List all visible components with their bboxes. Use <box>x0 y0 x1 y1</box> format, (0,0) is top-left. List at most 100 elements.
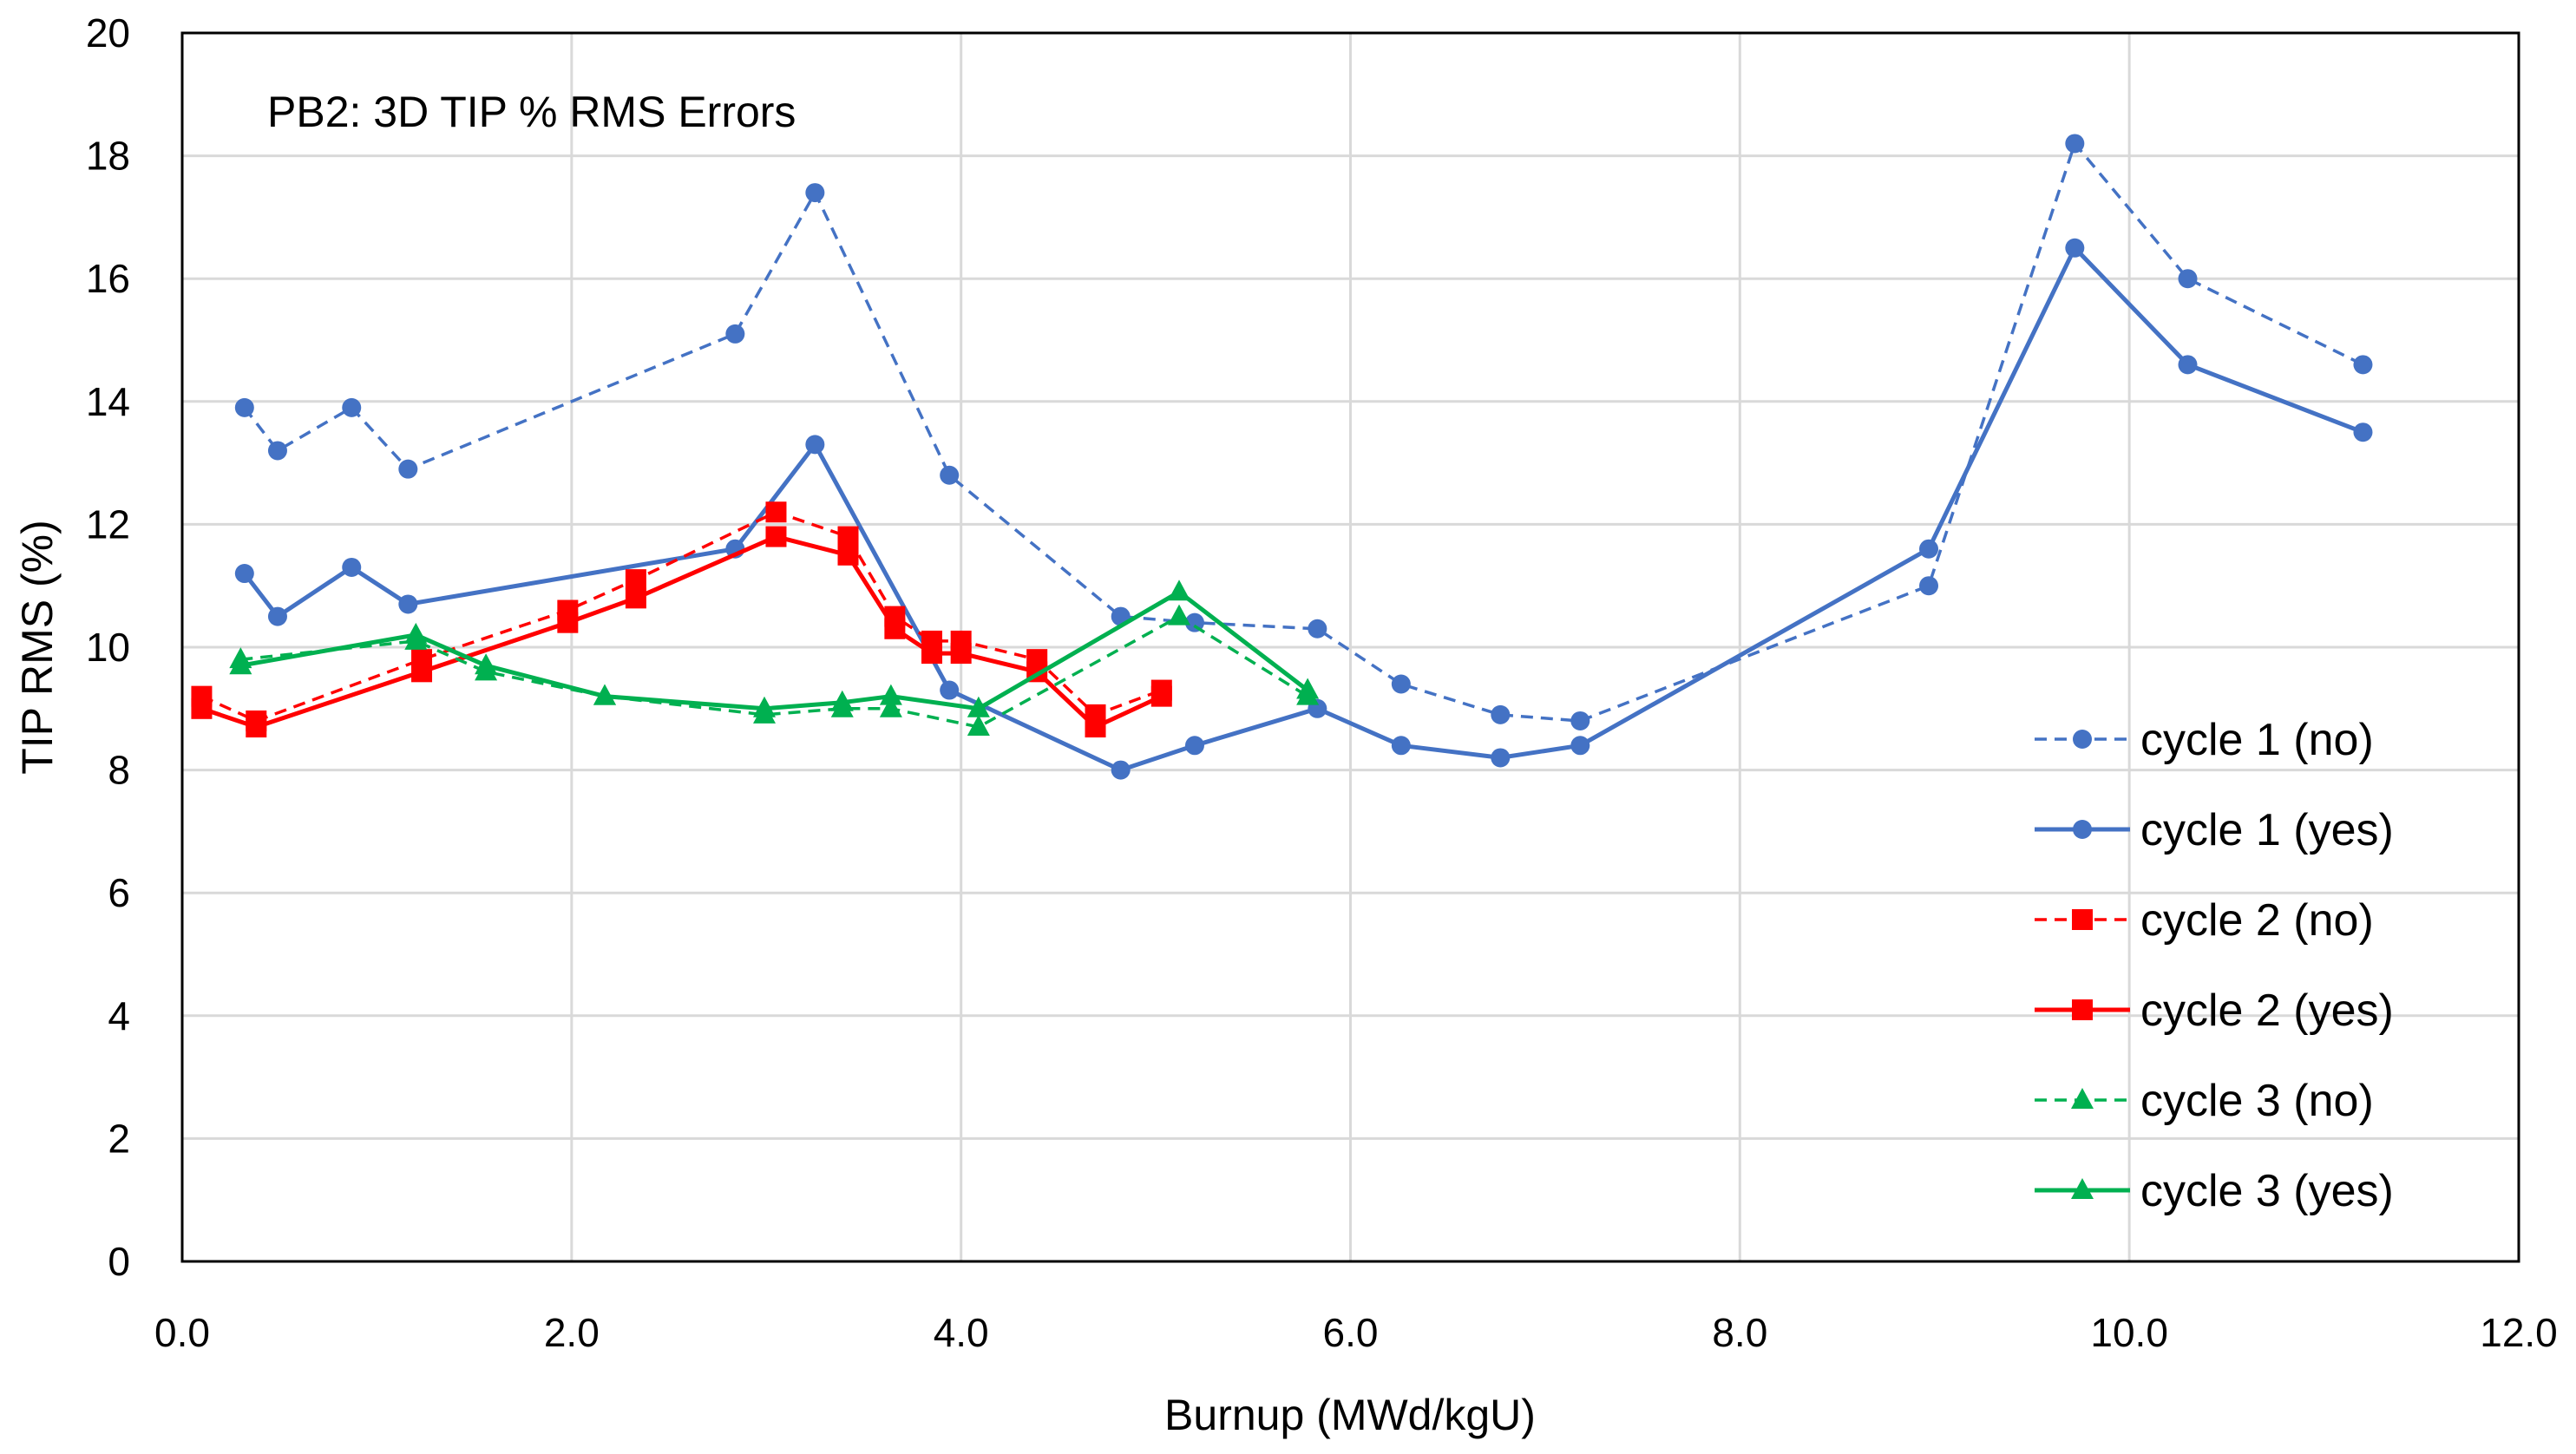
data-point <box>234 564 254 584</box>
series-line-cycle-3-no <box>240 614 1309 729</box>
data-point <box>398 459 418 479</box>
data-point <box>1296 678 1320 699</box>
series-cycle-1-yes <box>234 238 2373 780</box>
legend-marker <box>2071 1088 2094 1109</box>
y-tick-label: 4 <box>108 993 130 1038</box>
data-point <box>1491 748 1511 768</box>
data-point <box>1570 736 1590 756</box>
data-point <box>1184 736 1204 756</box>
data-point <box>267 606 287 626</box>
data-point <box>837 544 859 566</box>
data-point <box>1168 580 1191 601</box>
x-tick-label: 6.0 <box>1323 1310 1379 1355</box>
data-point <box>411 661 433 683</box>
data-point <box>1391 736 1411 756</box>
tick-labels: 0 2 4 6 8 10 12 14 16 18 20 0.0 2.0 4.0 6.0 8.0 10.0 12.0 <box>86 10 2558 1355</box>
x-tick-label: 12.0 <box>2480 1310 2558 1355</box>
y-tick-label: 12 <box>86 501 130 547</box>
data-point <box>765 526 787 547</box>
x-tick-label: 10.0 <box>2090 1310 2168 1355</box>
data-point <box>2353 355 2373 375</box>
data-point <box>342 557 362 577</box>
legend-label: cycle 3 (no) <box>2140 1076 2374 1126</box>
legend-label: cycle 2 (yes) <box>2140 986 2394 1036</box>
data-point <box>625 569 646 591</box>
data-point <box>1491 704 1511 724</box>
legend-marker <box>2071 1178 2094 1199</box>
legend-marker <box>2073 730 2092 749</box>
legend-item: cycle 2 (no) <box>2035 895 2374 946</box>
data-point <box>940 465 960 485</box>
legend: cycle 1 (no) cycle 1 (yes) cycle 2 (no) cyc… <box>2035 715 2394 1216</box>
y-tick-label: 0 <box>108 1239 130 1284</box>
data-point <box>475 653 498 675</box>
data-point <box>879 684 902 705</box>
data-point <box>940 680 960 700</box>
data-point <box>967 696 990 717</box>
y-tick-label: 6 <box>108 870 130 915</box>
data-point <box>1150 685 1172 707</box>
data-point <box>2065 238 2085 258</box>
y-tick-label: 16 <box>86 256 130 301</box>
data-point <box>404 622 428 644</box>
data-point <box>1919 539 1939 559</box>
data-point <box>837 526 859 547</box>
y-tick-label: 20 <box>86 10 130 56</box>
legend-marker <box>2073 820 2092 839</box>
chart-title: PB2: 3D TIP % RMS Errors <box>267 88 796 136</box>
legend-item: cycle 2 (yes) <box>2035 986 2394 1036</box>
data-point <box>2178 269 2198 289</box>
data-point <box>753 696 777 717</box>
series-cycle-1-no <box>234 134 2373 730</box>
y-tick-label: 14 <box>86 379 130 424</box>
series-line-cycle-1-no <box>243 141 2364 723</box>
data-point <box>2353 422 2373 442</box>
x-tick-label: 4.0 <box>934 1310 989 1355</box>
x-tick-label: 8.0 <box>1712 1310 1767 1355</box>
data-point <box>2178 355 2198 375</box>
data-point <box>234 397 254 417</box>
data-point <box>805 435 825 455</box>
data-point <box>1391 674 1411 694</box>
x-tick-label: 2.0 <box>544 1310 600 1355</box>
legend-label: cycle 2 (no) <box>2140 895 2374 946</box>
legend-item: cycle 1 (yes) <box>2035 805 2394 855</box>
x-tick-label: 0.0 <box>154 1310 210 1355</box>
data-point <box>2065 134 2085 154</box>
data-point <box>830 690 854 711</box>
data-point <box>1168 604 1191 625</box>
data-point <box>950 643 972 665</box>
legend-item: cycle 1 (no) <box>2035 715 2374 765</box>
plot-area-border <box>180 31 2520 1263</box>
data-point <box>1570 711 1590 730</box>
y-axis-title: TIP RMS (%) <box>13 520 62 775</box>
y-tick-label: 2 <box>108 1116 130 1161</box>
legend-label: cycle 1 (no) <box>2140 715 2374 765</box>
data-point <box>267 441 287 461</box>
data-point <box>921 643 943 665</box>
y-tick-label: 8 <box>108 748 130 793</box>
data-point <box>1308 619 1327 639</box>
x-axis-title: Burnup (MWd/kgU) <box>1164 1391 1536 1439</box>
data-point <box>557 612 579 633</box>
data-point <box>1919 576 1939 596</box>
data-point <box>191 698 213 719</box>
legend-marker <box>2072 909 2093 930</box>
legend-item: cycle 3 (no) <box>2035 1076 2374 1126</box>
legend-marker <box>2072 999 2093 1020</box>
legend-label: cycle 3 (yes) <box>2140 1166 2394 1216</box>
data-point <box>625 587 646 609</box>
data-point <box>879 696 902 717</box>
series-layer <box>191 134 2373 780</box>
data-point <box>246 717 267 738</box>
legend-item: cycle 3 (yes) <box>2035 1166 2394 1216</box>
data-point <box>765 501 787 523</box>
data-point <box>229 653 252 675</box>
series-cycle-3-yes <box>229 580 1320 717</box>
series-line-cycle-2-no <box>200 510 1163 723</box>
legend-label: cycle 1 (yes) <box>2140 805 2394 855</box>
data-point <box>1111 760 1131 780</box>
data-point <box>1085 717 1106 738</box>
data-point <box>805 183 825 203</box>
